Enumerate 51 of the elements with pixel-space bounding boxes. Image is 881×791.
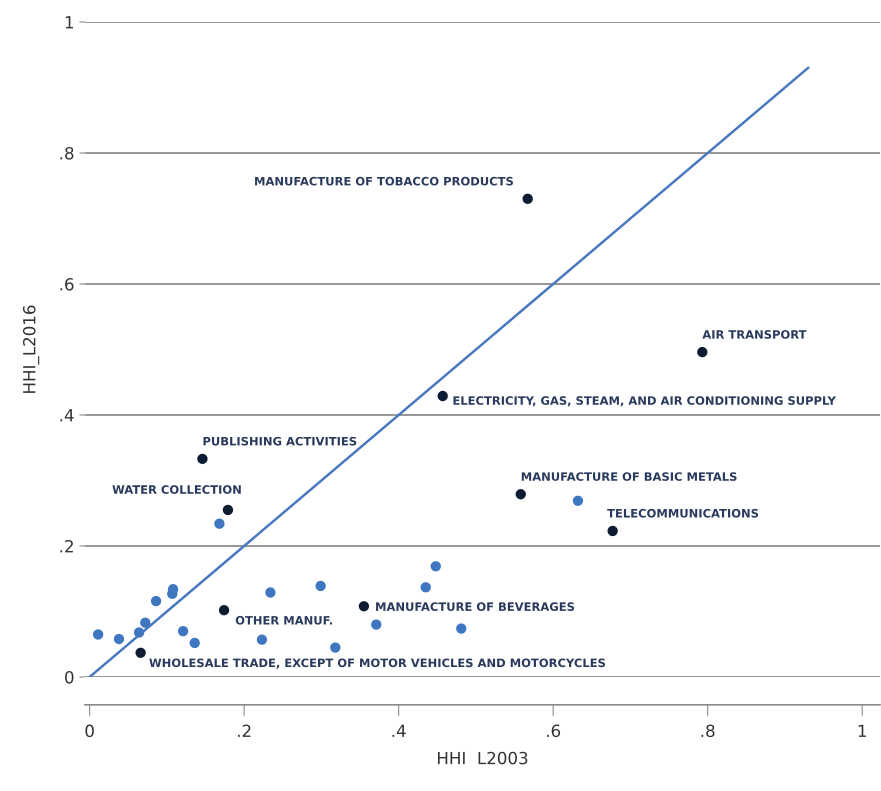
y-tick-label: 1 [66, 16, 74, 28]
annotation: WATER COLLECTION [112, 485, 241, 494]
point [190, 638, 200, 648]
point [371, 619, 382, 630]
point [516, 489, 526, 500]
point [358, 601, 370, 612]
point [214, 518, 225, 529]
x-tick-label: .4 [392, 724, 406, 737]
point [150, 596, 162, 606]
point [92, 629, 104, 640]
x-tick-label: .8 [702, 724, 715, 738]
y-tick-label: .4 [60, 409, 74, 422]
point [197, 454, 208, 464]
point [607, 526, 618, 536]
x-tick-label: .2 [238, 724, 250, 737]
point [222, 504, 234, 516]
point [315, 580, 326, 592]
point [178, 626, 188, 636]
y-tick-label: .8 [60, 146, 74, 160]
annotation: AIR TRANSPORT [702, 330, 806, 339]
annotation: MANUFACTURE OF BEVERAGES [376, 602, 574, 611]
point [256, 634, 268, 645]
annotation: PUBLISHING ACTIVITIES [203, 436, 356, 446]
point [134, 627, 144, 638]
point [420, 582, 431, 592]
point [697, 346, 708, 358]
x-axis-title: HHI L2003 [438, 752, 528, 764]
annotation: MANUFACTURE OF TOBACCO PRODUCTS [255, 176, 513, 186]
annotation: TELECOMMUNICATIONS [607, 508, 758, 518]
point [330, 642, 341, 653]
annotation: MANUFACTURE OF BASIC METALS [522, 472, 737, 481]
point [114, 634, 124, 644]
annotation: ELECTRICITY, GAS, STEAM, AND AIR CONDITIONING SUPPLY [453, 396, 836, 406]
point [140, 617, 150, 628]
y-axis-title: HHI_L2016 [22, 306, 40, 393]
point [218, 604, 230, 616]
x-tick-label: 0 [85, 724, 94, 738]
point [572, 496, 584, 506]
annotation: WHOLESALE TRADE, EXCEPT OF MOTOR VEHICLES AND MOTORCYCLES [149, 658, 606, 669]
point [135, 648, 146, 658]
point [430, 561, 441, 572]
y-tick-label: .6 [60, 278, 74, 291]
x-tick-label: 1 [858, 724, 866, 737]
y-tick-label: .2 [60, 540, 73, 552]
y-tick-label: 0 [65, 670, 74, 684]
point [265, 587, 276, 598]
point [438, 390, 448, 402]
x-tick-label: .6 [547, 724, 560, 738]
point [456, 623, 466, 634]
annotation: OTHER MANUF. [236, 616, 332, 625]
point [522, 194, 533, 204]
